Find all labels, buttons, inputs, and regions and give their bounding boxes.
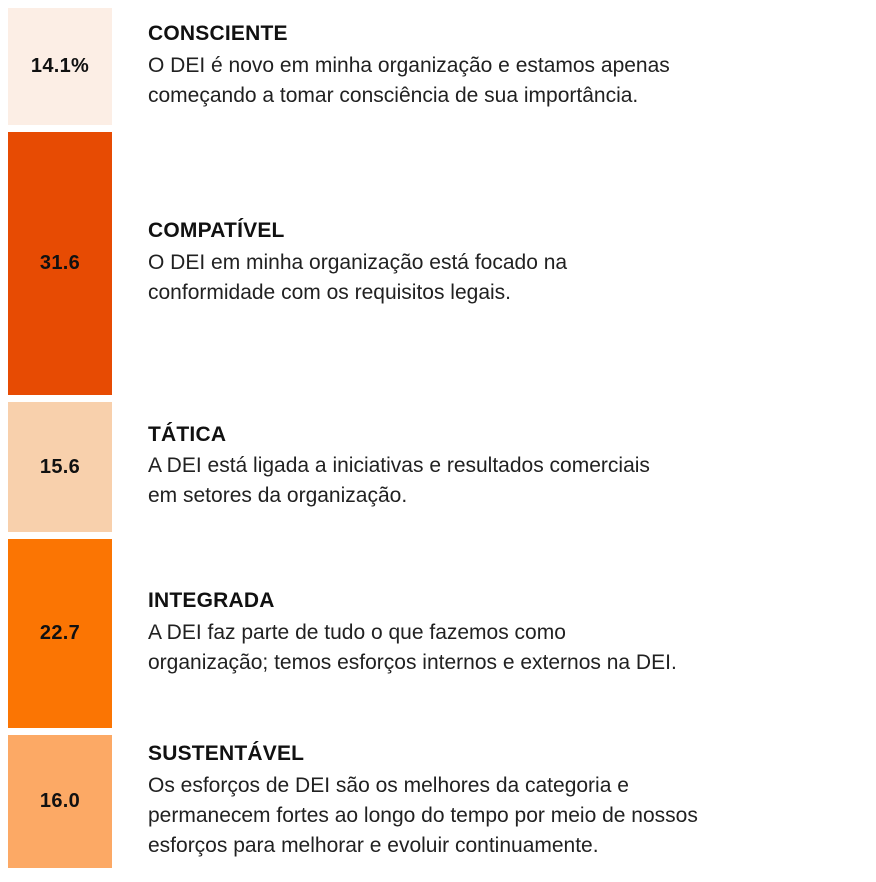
stage-description: A DEI faz parte de tudo o que fazemos co…: [148, 620, 677, 674]
stage-title: CONSCIENTE: [148, 22, 288, 46]
stage-text-block: SUSTENTÁVEL Os esforços de DEI são os me…: [148, 742, 698, 860]
stage-bar-sustentavel: 16.0: [8, 735, 112, 868]
stage-bar-compativel: 31.6: [8, 132, 112, 395]
stage-title: TÁTICA: [148, 422, 227, 446]
stage-description: A DEI está ligada a iniciativas e result…: [148, 454, 650, 508]
stage-row-consciente: 14.1% CONSCIENTE O DEI é novo em minha o…: [8, 8, 876, 125]
stage-row-compativel: 31.6 COMPATÍVEL O DEI em minha organizaç…: [8, 132, 876, 395]
stage-text-block: TÁTICA A DEI está ligada a iniciativas e…: [148, 423, 650, 511]
stage-title: COMPATÍVEL: [148, 219, 285, 243]
stage-text-block: CONSCIENTE O DEI é novo em minha organiz…: [148, 22, 670, 110]
stage-bar-integrada: 22.7: [8, 539, 112, 728]
stage-text-block: INTEGRADA A DEI faz parte de tudo o que …: [148, 589, 677, 677]
stage-description: O DEI é novo em minha organização e esta…: [148, 53, 670, 107]
stage-row-tatica: 15.6 TÁTICA A DEI está ligada a iniciati…: [8, 402, 876, 532]
stage-bar-tatica: 15.6: [8, 402, 112, 532]
stage-title: INTEGRADA: [148, 589, 275, 613]
stage-row-integrada: 22.7 INTEGRADA A DEI faz parte de tudo o…: [8, 539, 876, 728]
stage-value-label: 15.6: [39, 455, 81, 478]
stage-title: SUSTENTÁVEL: [148, 742, 305, 766]
stage-bar-consciente: 14.1%: [8, 8, 112, 125]
stage-text-block: COMPATÍVEL O DEI em minha organização es…: [148, 219, 567, 307]
stage-row-sustentavel: 16.0 SUSTENTÁVEL Os esforços de DEI são …: [8, 735, 876, 868]
stage-description: O DEI em minha organização está focado n…: [148, 250, 568, 304]
stage-value-label: 22.7: [39, 622, 81, 644]
stage-value-label: 16.0: [39, 790, 81, 812]
stage-value-label: 31.6: [39, 252, 81, 274]
stage-description: Os esforços de DEI são os melhores da ca…: [148, 773, 698, 857]
stage-value-label: 14.1%: [30, 55, 90, 77]
